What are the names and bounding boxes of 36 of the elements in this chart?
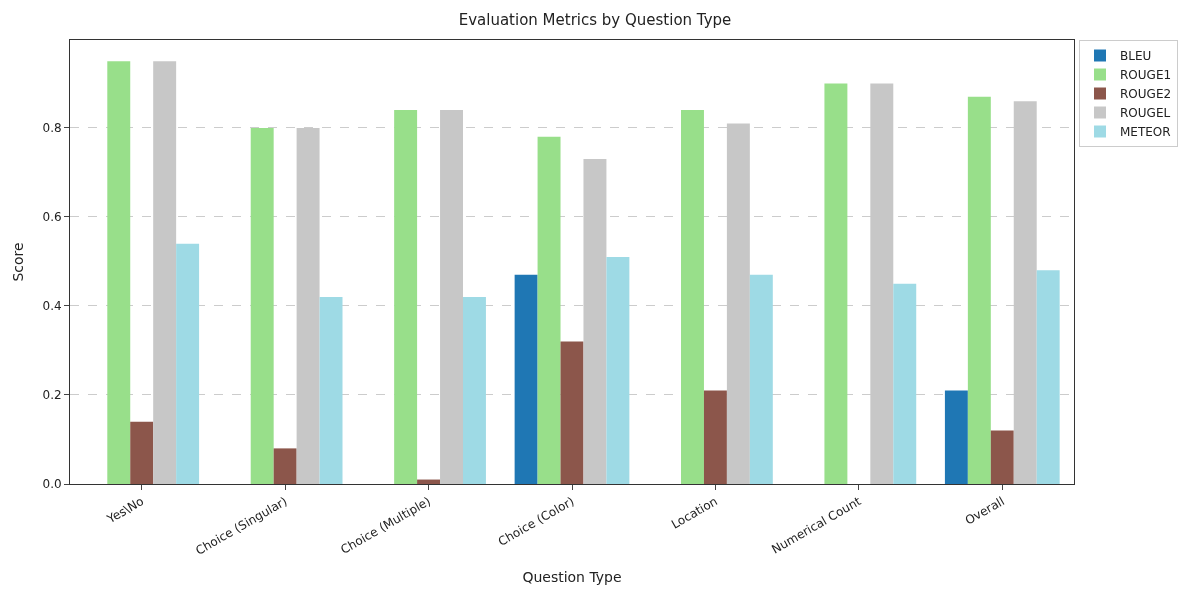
- legend-label: BLEU: [1120, 49, 1152, 64]
- bar: [176, 243, 200, 484]
- y-tick-label: 0.2: [42, 388, 62, 403]
- y-tick-label: 0.8: [42, 121, 62, 136]
- y-tick-label: 0.6: [42, 210, 62, 225]
- bar: [514, 274, 538, 484]
- bar: [824, 83, 848, 484]
- y-axis-title: Score: [10, 242, 27, 282]
- legend-label: ROUGEL: [1120, 106, 1171, 121]
- bar: [944, 390, 968, 484]
- legend-label: ROUGE2: [1120, 87, 1172, 102]
- bar: [560, 341, 584, 484]
- legend-label: ROUGE1: [1120, 68, 1172, 83]
- bar: [893, 283, 917, 484]
- y-tick-label: 0.4: [42, 299, 62, 314]
- bar: [703, 390, 727, 484]
- bar: [749, 274, 773, 484]
- bar: [967, 96, 991, 484]
- bar: [1036, 270, 1060, 484]
- bar: [681, 110, 704, 484]
- bar: [273, 448, 297, 484]
- bar: [130, 421, 154, 484]
- x-axis-title: Question Type: [522, 569, 622, 586]
- bar: [250, 127, 274, 484]
- bar: [606, 256, 630, 484]
- y-tick-label: 0.0: [42, 477, 62, 492]
- legend-label: METEOR: [1120, 125, 1171, 140]
- chart-title: Evaluation Metrics by Question Type: [458, 11, 732, 30]
- bar: [319, 297, 343, 484]
- bar: [990, 430, 1014, 484]
- bar: [107, 61, 131, 484]
- bar: [153, 61, 177, 484]
- bar: [462, 297, 486, 484]
- bar: [417, 479, 441, 484]
- bar: [394, 110, 418, 484]
- bar: [537, 136, 561, 484]
